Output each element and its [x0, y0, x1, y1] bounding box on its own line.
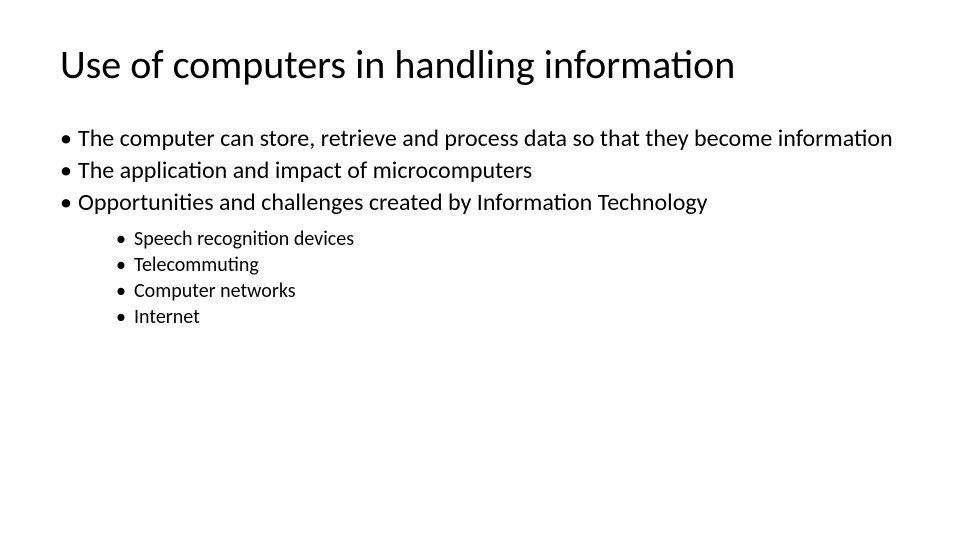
sub-bullet-item: Telecommuting — [116, 252, 900, 278]
bullet-text: The application and impact of microcompu… — [78, 156, 532, 185]
bullet-text: Opportunities and challenges created by … — [78, 188, 708, 217]
bullet-item: The application and impact of microcompu… — [60, 156, 900, 186]
sub-bullet-item: Speech recognition devices — [116, 226, 900, 252]
sub-bullet-item: Computer networks — [116, 278, 900, 304]
bullet-text: The computer can store, retrieve and pro… — [78, 124, 893, 153]
sub-bullet-text: Speech recognition devices — [134, 227, 354, 251]
sub-bullet-item: Internet — [116, 304, 900, 330]
sub-bullet-text: Telecommuting — [134, 253, 259, 277]
bullet-item: The computer can store, retrieve and pro… — [60, 124, 900, 154]
bullet-item: Opportunities and challenges created by … — [60, 188, 900, 330]
sub-bullet-text: Internet — [134, 305, 200, 329]
sub-bullet-text: Computer networks — [134, 279, 296, 303]
bullet-list: The computer can store, retrieve and pro… — [60, 124, 900, 330]
slide-title: Use of computers in handling information — [60, 40, 900, 89]
sub-bullet-list: Speech recognition devices Telecommuting… — [116, 226, 900, 330]
